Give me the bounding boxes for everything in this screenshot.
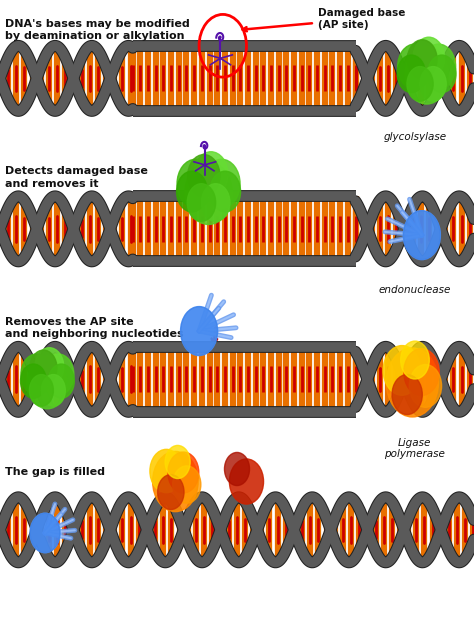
Circle shape: [386, 348, 438, 417]
Circle shape: [383, 345, 421, 395]
Circle shape: [43, 354, 74, 395]
Circle shape: [20, 364, 46, 398]
Circle shape: [203, 159, 240, 208]
Circle shape: [405, 46, 448, 104]
Text: Removes the AP site
and neighboring nucleotides: Removes the AP site and neighboring nucl…: [5, 317, 183, 339]
Circle shape: [210, 171, 240, 212]
Circle shape: [35, 348, 64, 386]
Circle shape: [421, 44, 456, 89]
Text: DNA's bases may be modified
by deamination or alkylation: DNA's bases may be modified by deaminati…: [5, 19, 190, 41]
Text: Ligase
polymerase: Ligase polymerase: [384, 438, 445, 459]
Circle shape: [403, 211, 440, 260]
Circle shape: [201, 184, 230, 221]
Text: glycolsylase: glycolsylase: [383, 132, 447, 142]
Circle shape: [30, 513, 60, 553]
Circle shape: [392, 374, 422, 414]
Circle shape: [413, 37, 445, 79]
Circle shape: [403, 211, 440, 260]
Circle shape: [407, 66, 433, 101]
Text: The gap is filled: The gap is filled: [5, 467, 105, 477]
Circle shape: [176, 171, 207, 212]
Circle shape: [187, 184, 216, 221]
Circle shape: [188, 154, 220, 197]
Circle shape: [48, 364, 74, 398]
Circle shape: [428, 55, 456, 93]
Circle shape: [194, 152, 228, 197]
Circle shape: [21, 354, 52, 395]
Circle shape: [153, 451, 198, 512]
Text: Detects damaged base
and removes it: Detects damaged base and removes it: [5, 166, 147, 189]
Circle shape: [225, 453, 249, 485]
Text: Damaged base
(AP site): Damaged base (AP site): [243, 8, 405, 31]
Circle shape: [420, 66, 446, 101]
Text: endonuclease: endonuclease: [379, 285, 451, 295]
Circle shape: [404, 349, 439, 396]
Circle shape: [181, 307, 218, 356]
Circle shape: [30, 350, 57, 386]
Circle shape: [158, 475, 184, 510]
Circle shape: [409, 364, 442, 408]
Circle shape: [30, 513, 60, 553]
Circle shape: [181, 307, 218, 356]
Circle shape: [150, 450, 182, 493]
Circle shape: [173, 466, 201, 503]
Circle shape: [398, 44, 432, 89]
Circle shape: [229, 459, 264, 504]
Circle shape: [177, 159, 214, 208]
Circle shape: [165, 445, 190, 478]
Circle shape: [168, 452, 199, 493]
Circle shape: [408, 40, 437, 79]
Circle shape: [29, 374, 54, 406]
Circle shape: [185, 162, 232, 224]
Circle shape: [27, 356, 67, 409]
Circle shape: [401, 341, 429, 379]
Circle shape: [397, 55, 426, 93]
Circle shape: [41, 374, 65, 406]
